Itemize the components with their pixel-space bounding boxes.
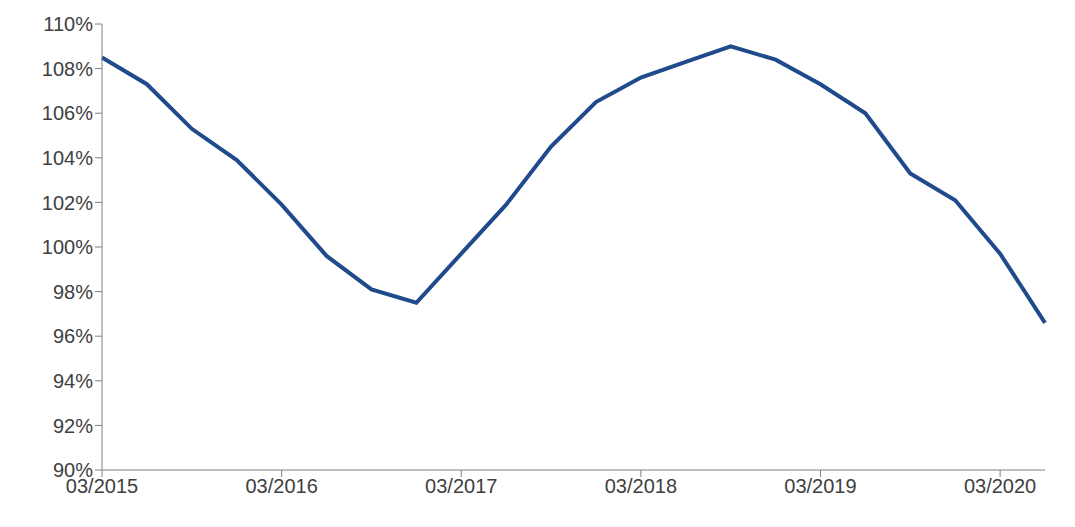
svg-text:102%: 102% [42, 192, 93, 214]
svg-text:98%: 98% [53, 281, 93, 303]
svg-text:96%: 96% [53, 325, 93, 347]
svg-text:03/2020: 03/2020 [964, 475, 1036, 497]
svg-text:03/2019: 03/2019 [784, 475, 856, 497]
svg-text:108%: 108% [42, 58, 93, 80]
svg-text:92%: 92% [53, 415, 93, 437]
svg-text:106%: 106% [42, 102, 93, 124]
svg-text:03/2015: 03/2015 [65, 475, 139, 498]
svg-text:104%: 104% [42, 147, 93, 169]
svg-text:94%: 94% [53, 370, 93, 392]
svg-text:110%: 110% [43, 13, 93, 35]
svg-text:03/2018: 03/2018 [605, 475, 677, 497]
svg-text:100%: 100% [42, 236, 93, 258]
svg-text:90%: 90% [53, 459, 93, 481]
svg-text:03/2016: 03/2016 [245, 475, 317, 497]
svg-text:03/2017: 03/2017 [425, 475, 497, 497]
